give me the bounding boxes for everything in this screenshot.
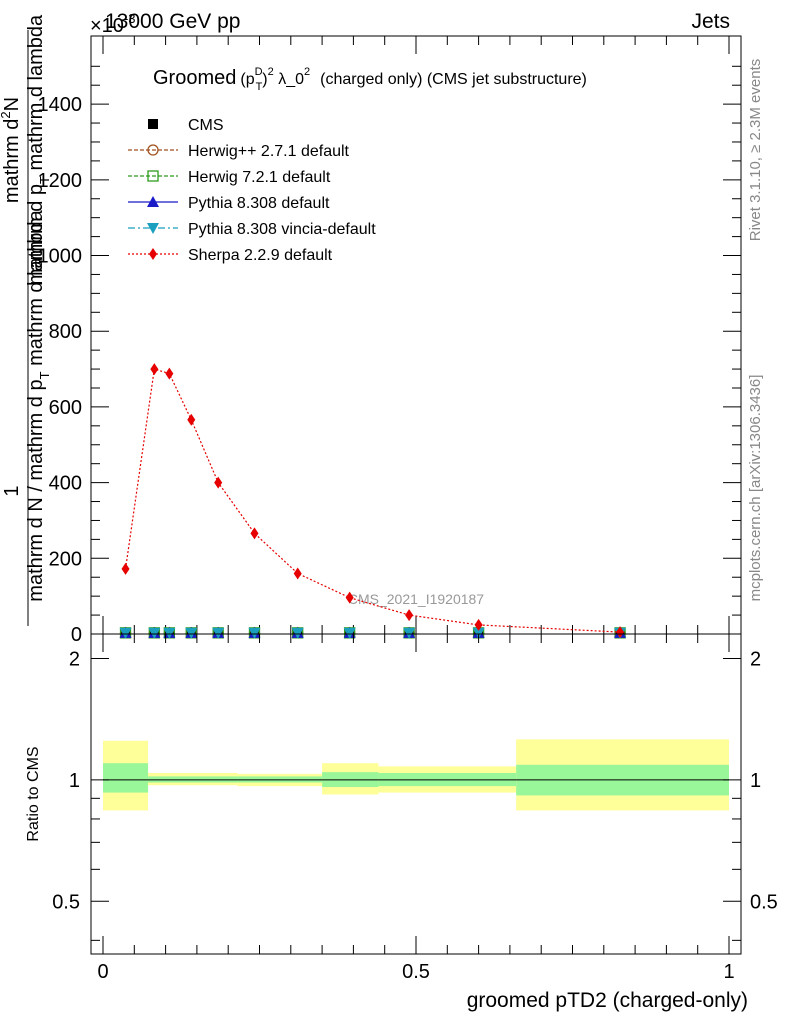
ylabel-top-line2: mathrm d pT mathrm d lambda	[25, 14, 52, 285]
legend-label: Herwig 7.2.1 default	[188, 169, 331, 186]
ratio-ytick-label-left: 0.5	[52, 891, 80, 913]
ratio-ylabel: Ratio to CMS	[25, 746, 42, 841]
main-ylabel: 1 mathrm d N / mathrm d pT mathrm d lamb…	[0, 14, 52, 626]
legend-entry: Herwig++ 2.7.1 default	[128, 143, 350, 160]
legend-entry: Pythia 8.308 vincia-default	[128, 221, 376, 238]
ylabel-denominator: mathrm d N / mathrm d pT mathrm d lambda	[25, 209, 52, 601]
legend-marker	[147, 223, 159, 234]
data-point	[163, 627, 176, 639]
legend-entry: CMS	[148, 117, 224, 134]
legend-marker	[148, 119, 158, 129]
ratio-ytick-label-left: 2	[69, 648, 80, 670]
data-point	[119, 627, 132, 639]
ratio-xtick-label: 0.5	[402, 961, 430, 983]
x-axis-label: groomed pTD2 (charged-only)	[467, 989, 748, 1012]
series-sherpa-2-2-9-default	[121, 363, 625, 639]
main-ytick-label: 200	[49, 548, 82, 570]
main-ytick-label: 400	[49, 473, 82, 495]
legend-marker	[147, 196, 159, 207]
legend-entry: Sherpa 2.2.9 default	[128, 247, 333, 264]
main-series	[119, 363, 627, 639]
ratio-bands	[103, 739, 729, 811]
legend-label: CMS	[188, 117, 224, 134]
mcplots-label: mcplots.cern.ch [arXiv:1306.3436]	[747, 375, 764, 602]
energy-label: 13000 GeV pp	[105, 10, 240, 33]
data-point	[248, 627, 261, 639]
legend: CMS Herwig++ 2.7.1 default Herwig 7.2.1 de…	[128, 117, 376, 264]
data-point	[185, 627, 198, 639]
analysis-watermark: CMS_2021_I1920187	[348, 591, 484, 607]
main-ytick-label: 1400	[38, 94, 83, 116]
series-line	[124, 368, 621, 633]
category-label: Jets	[691, 10, 730, 33]
data-point	[250, 527, 259, 540]
data-point	[403, 627, 416, 639]
legend-marker	[149, 248, 157, 260]
data-point	[405, 609, 414, 622]
data-point	[150, 363, 159, 376]
legend-label: Pythia 8.308 vincia-default	[188, 221, 376, 238]
legend-marker	[147, 144, 159, 156]
main-ytick-labels: 0 200 400 600 800 1000 1200 1400	[38, 94, 83, 646]
ratio-ytick-label-left: 1	[69, 770, 80, 792]
data-point	[293, 567, 302, 580]
ratio-ytick-label-right: 1	[750, 770, 761, 792]
ratio-ytick-labels: 0.5 0.5 1 1 2 2	[52, 648, 778, 913]
main-ytick-label: 0	[71, 624, 82, 646]
data-point	[121, 562, 130, 575]
data-point	[165, 367, 174, 380]
data-point	[291, 627, 304, 639]
data-point	[343, 627, 356, 639]
data-point	[472, 627, 485, 639]
ratio-ytick-label-right: 0.5	[750, 891, 778, 913]
exponent-label: ×10-3	[90, 11, 136, 37]
main-ytick-label: 1200	[38, 170, 83, 192]
data-point	[474, 618, 483, 631]
ratio-ytick-label-right: 2	[750, 648, 761, 670]
data-point	[148, 627, 161, 639]
main-ytick-label: 600	[49, 397, 82, 419]
data-point	[345, 591, 354, 604]
ylabel-numerator: 1	[1, 485, 23, 496]
data-point	[212, 627, 225, 639]
data-point	[616, 626, 625, 639]
legend-entry: Herwig 7.2.1 default	[128, 169, 331, 186]
ratio-inner-band	[103, 763, 149, 793]
legend-marker	[147, 170, 159, 182]
legend-entry: Pythia 8.308 default	[128, 195, 330, 212]
ratio-xtick-label: 0	[97, 961, 108, 983]
ratio-xtick-labels: 0 0.5 1	[97, 961, 734, 983]
legend-label: Pythia 8.308 default	[188, 195, 330, 212]
main-ytick-label: 800	[49, 321, 82, 343]
rivet-label: Rivet 3.1.10, ≥ 2.3M events	[747, 59, 764, 242]
legend-label: Sherpa 2.2.9 default	[188, 247, 333, 264]
ylabel-top-line1: mathrm d2N	[0, 97, 23, 203]
ratio-xtick-label: 1	[723, 961, 734, 983]
legend-label: Herwig++ 2.7.1 default	[188, 143, 350, 160]
data-point	[214, 476, 223, 489]
plot-title: Groomed (pD T)2 λ_02 (charged only) (CMS je…	[153, 66, 587, 93]
main-ytick-label: 1000	[38, 246, 83, 268]
data-point	[187, 413, 196, 426]
exponent-power: -3	[124, 11, 136, 26]
ratio-axis-ticks	[91, 634, 741, 954]
